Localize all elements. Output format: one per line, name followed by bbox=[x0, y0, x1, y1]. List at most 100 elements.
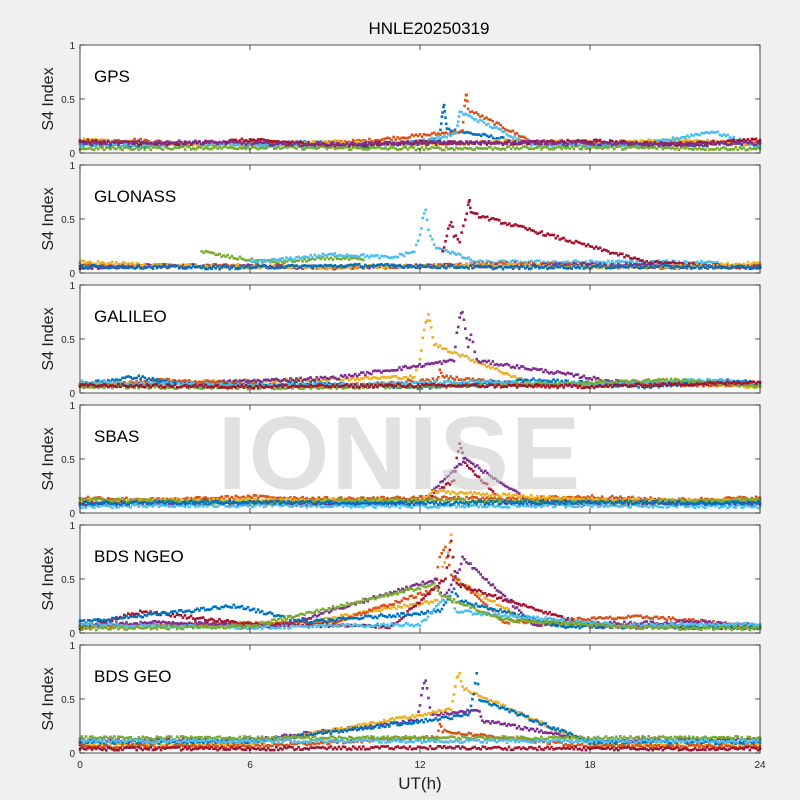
data-point bbox=[273, 260, 276, 264]
data-point bbox=[186, 263, 189, 266]
data-point bbox=[451, 250, 454, 254]
data-point bbox=[702, 147, 705, 151]
data-point bbox=[82, 137, 86, 140]
data-point bbox=[647, 138, 650, 141]
data-point bbox=[222, 140, 225, 143]
data-point bbox=[396, 376, 400, 380]
data-point bbox=[414, 368, 418, 372]
data-point bbox=[412, 134, 416, 138]
data-point bbox=[657, 139, 661, 142]
data-point bbox=[260, 264, 264, 267]
data-point bbox=[252, 381, 256, 384]
data-point bbox=[157, 140, 161, 143]
data-point bbox=[329, 142, 333, 145]
data-point bbox=[147, 146, 151, 150]
data-point bbox=[708, 265, 711, 269]
data-point bbox=[372, 369, 375, 373]
data-point bbox=[210, 264, 213, 267]
data-point bbox=[594, 142, 598, 145]
data-point bbox=[469, 359, 472, 362]
data-point bbox=[366, 254, 369, 257]
data-point bbox=[414, 266, 418, 270]
data-point bbox=[663, 263, 667, 267]
data-point bbox=[706, 139, 709, 142]
data-point bbox=[402, 365, 405, 368]
data-point bbox=[238, 146, 242, 149]
data-point bbox=[90, 267, 94, 270]
data-point bbox=[145, 145, 149, 149]
data-point bbox=[643, 264, 646, 267]
data-point bbox=[730, 148, 733, 151]
data-point bbox=[376, 263, 379, 267]
data-point bbox=[442, 103, 446, 107]
data-point bbox=[590, 259, 594, 263]
data-point bbox=[469, 131, 473, 135]
data-point bbox=[554, 142, 557, 146]
data-point bbox=[374, 146, 377, 150]
data-point bbox=[613, 144, 616, 147]
data-point bbox=[511, 145, 515, 148]
data-point bbox=[489, 366, 493, 370]
data-point bbox=[443, 266, 446, 269]
data-point bbox=[374, 254, 377, 257]
data-point bbox=[157, 146, 161, 149]
data-point bbox=[408, 366, 411, 370]
data-point bbox=[718, 141, 721, 144]
data-point bbox=[103, 148, 106, 151]
data-point bbox=[232, 379, 236, 383]
data-point bbox=[728, 143, 731, 147]
data-point bbox=[331, 141, 335, 144]
series-2 bbox=[248, 208, 719, 266]
data-point bbox=[230, 254, 234, 258]
data-point bbox=[333, 144, 337, 147]
data-point bbox=[637, 146, 640, 150]
data-point bbox=[92, 138, 96, 141]
data-point bbox=[619, 145, 622, 148]
data-point bbox=[730, 142, 733, 146]
data-point bbox=[236, 267, 240, 271]
data-point bbox=[515, 142, 519, 145]
data-point bbox=[94, 142, 98, 145]
data-point bbox=[594, 146, 598, 150]
data-point bbox=[465, 265, 468, 269]
data-point bbox=[228, 139, 232, 142]
data-point bbox=[465, 354, 468, 358]
data-point bbox=[655, 265, 659, 268]
data-point bbox=[704, 131, 707, 134]
data-point bbox=[720, 147, 723, 150]
data-point bbox=[669, 141, 673, 144]
data-point bbox=[378, 146, 381, 149]
data-point bbox=[566, 371, 569, 375]
data-point bbox=[479, 147, 482, 150]
data-point bbox=[584, 263, 588, 266]
data-point bbox=[198, 140, 201, 143]
data-point bbox=[382, 147, 385, 150]
data-point bbox=[467, 131, 471, 134]
data-point bbox=[287, 143, 290, 147]
data-point bbox=[752, 147, 756, 150]
data-point bbox=[564, 266, 567, 270]
data-point bbox=[732, 148, 735, 151]
data-point bbox=[352, 376, 355, 379]
data-point bbox=[621, 144, 624, 148]
data-point bbox=[135, 266, 138, 269]
data-point bbox=[752, 138, 756, 141]
data-point bbox=[434, 266, 438, 269]
data-point bbox=[712, 139, 715, 143]
data-point bbox=[507, 363, 511, 367]
data-point bbox=[141, 145, 144, 149]
data-point bbox=[143, 148, 147, 151]
data-point bbox=[462, 113, 466, 116]
data-point bbox=[353, 144, 357, 148]
data-point bbox=[580, 264, 584, 267]
data-point bbox=[264, 147, 268, 150]
data-point bbox=[240, 257, 244, 261]
data-point bbox=[384, 137, 387, 140]
data-point bbox=[564, 239, 568, 242]
data-point bbox=[511, 365, 515, 369]
data-point bbox=[619, 141, 622, 145]
data-point bbox=[370, 372, 373, 376]
data-point bbox=[305, 143, 308, 146]
data-point bbox=[372, 375, 375, 379]
data-point bbox=[756, 141, 760, 145]
